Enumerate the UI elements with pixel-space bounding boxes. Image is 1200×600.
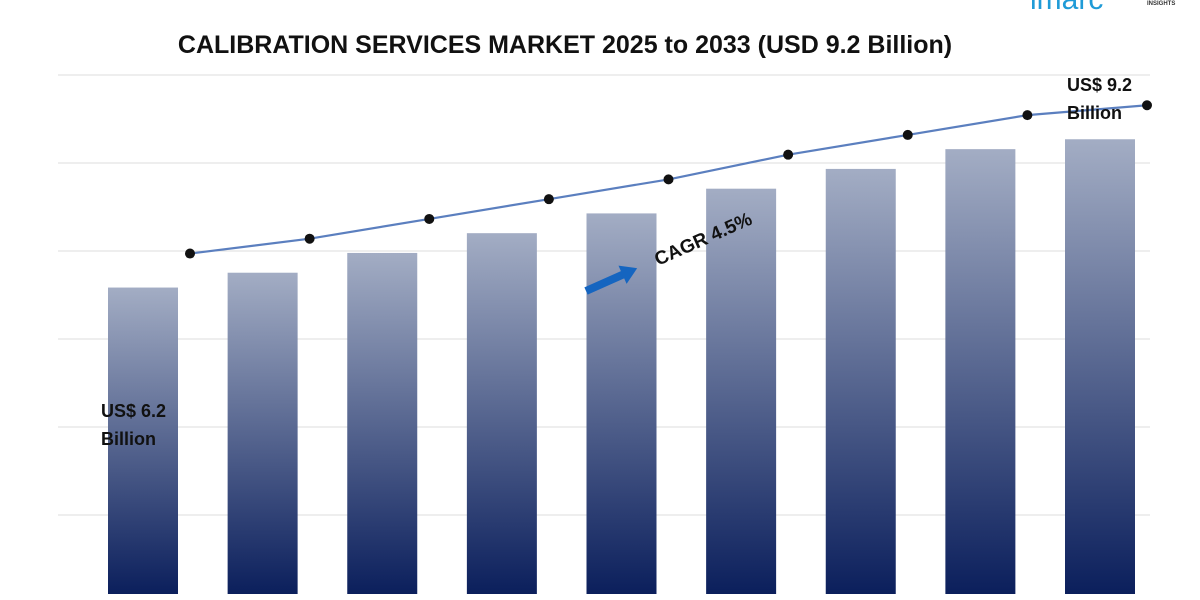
trend-marker	[424, 213, 435, 224]
brand-name: imarc	[1030, 0, 1103, 16]
chart-title: CALIBRATION SERVICES MARKET 2025 to 2033…	[178, 31, 952, 59]
trend-marker	[185, 248, 195, 259]
bar	[466, 233, 537, 594]
trend-marker	[902, 129, 913, 140]
bar	[825, 168, 896, 594]
end-value-label: US$ 9.2	[1067, 75, 1132, 95]
bar	[227, 272, 298, 594]
trend-marker	[1142, 100, 1152, 111]
end-unit-label: Billion	[1067, 103, 1122, 123]
start-value-label: US$ 6.2	[101, 401, 166, 421]
bars	[108, 139, 1135, 594]
bar	[706, 188, 777, 594]
bar	[108, 287, 178, 594]
brand-logo: imarc INSIGHTS	[1030, 0, 1175, 16]
brand-tagline: INSIGHTS	[1147, 1, 1175, 7]
trend-marker	[1022, 110, 1033, 121]
trend-line	[185, 100, 1152, 259]
bar	[945, 149, 1016, 594]
trend-marker	[783, 149, 794, 160]
start-unit-label: Billion	[101, 429, 156, 449]
trend-marker	[304, 233, 315, 244]
trend-marker	[543, 194, 554, 205]
bar	[1065, 139, 1135, 594]
trend-marker	[663, 174, 674, 185]
bar	[347, 252, 418, 594]
cagr-arrow-icon	[584, 265, 638, 295]
